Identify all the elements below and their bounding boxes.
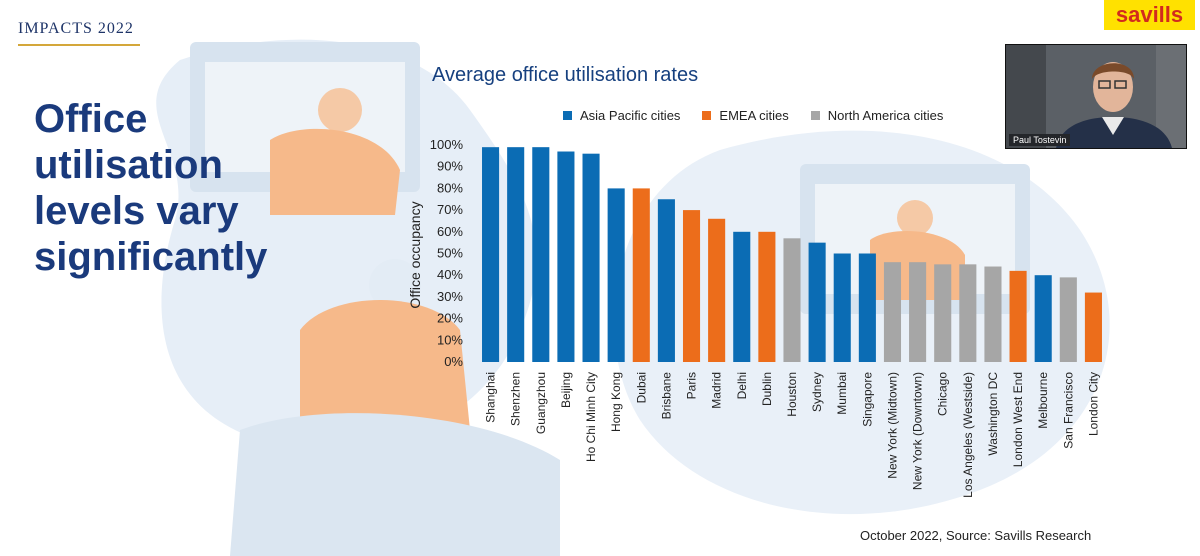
x-tick-label: Brisbane — [659, 372, 673, 420]
bar-london-west-end — [1009, 270, 1027, 362]
brand-title: IMPACTS 2022 — [18, 20, 134, 37]
y-tick-label: 80% — [437, 180, 463, 195]
x-tick-label: Hong Kong — [609, 372, 623, 432]
bar-washington-dc — [984, 266, 1002, 362]
x-tick-label: Sydney — [810, 372, 824, 412]
y-tick-label: 10% — [437, 332, 463, 347]
y-tick-label: 30% — [437, 289, 463, 304]
x-tick-label: New York (Midtown) — [885, 372, 899, 479]
legend-item-emea: EMEA cities — [702, 107, 789, 123]
y-tick-label: 70% — [437, 202, 463, 217]
participant-name-tag: Paul Tostevin — [1009, 134, 1071, 146]
bar-hong-kong — [607, 188, 625, 362]
x-tick-label: New York (Downtown) — [911, 372, 925, 490]
bar-guangzhou — [532, 147, 550, 362]
bar-shanghai — [482, 147, 500, 362]
x-tick-label: Washington DC — [986, 372, 1000, 456]
bar-melbourne — [1034, 275, 1052, 362]
bar-los-angeles-westside — [959, 264, 977, 362]
x-tick-label: Los Angeles (Westside) — [961, 372, 975, 498]
legend-swatch-emea — [702, 110, 712, 120]
x-tick-label: Dublin — [760, 372, 774, 406]
bar-london-city — [1084, 292, 1102, 362]
x-tick-label: Guangzhou — [534, 372, 548, 434]
slide-headline: Office utilisation levels vary significa… — [34, 97, 268, 279]
x-tick-label: London West End — [1011, 372, 1025, 467]
bar-dubai — [632, 188, 650, 362]
x-tick-label: Shenzhen — [509, 372, 523, 426]
bar-dublin — [758, 231, 776, 362]
x-tick-label: London City — [1086, 372, 1100, 436]
bar-singapore — [858, 253, 876, 362]
legend-label-na: North America cities — [827, 107, 944, 123]
legend-item-na: North America cities — [810, 107, 944, 123]
y-tick-label: 100% — [430, 137, 464, 152]
bar-chicago — [934, 264, 952, 362]
bar-paris — [682, 210, 701, 362]
y-tick-label: 50% — [437, 246, 463, 261]
bar-sydney — [808, 242, 826, 362]
x-tick-label: Ho Chi Minh City — [584, 372, 598, 462]
bar-new-york-downtown — [909, 262, 927, 362]
legend-swatch-asia — [563, 110, 572, 120]
bar-san-francisco — [1059, 277, 1077, 362]
bar-mumbai — [833, 253, 851, 362]
webcam-feed: Paul Tostevin — [1005, 44, 1187, 149]
x-tick-label: Shanghai — [484, 372, 498, 423]
x-tick-label: San Francisco — [1061, 372, 1075, 449]
chart-title: Average office utilisation rates — [432, 64, 699, 86]
y-tick-label: 90% — [437, 159, 463, 174]
chart-legend: Asia Pacific cities EMEA cities North Am… — [563, 106, 965, 124]
bar-delhi — [733, 231, 751, 362]
y-tick-label: 20% — [437, 311, 463, 326]
x-tick-label: Singapore — [860, 372, 874, 427]
savills-logo: savills — [1104, 0, 1195, 30]
header-divider — [18, 44, 140, 46]
bar-beijing — [557, 151, 575, 362]
legend-swatch-na — [810, 110, 820, 120]
x-tick-label: Melbourne — [1036, 372, 1050, 429]
presenter-video — [1006, 45, 1186, 148]
x-tick-label: Madrid — [710, 372, 724, 409]
legend-label-asia: Asia Pacific cities — [580, 107, 681, 123]
y-tick-label: 0% — [444, 354, 463, 369]
x-tick-label: Dubai — [634, 372, 648, 403]
x-tick-label: Houston — [785, 372, 799, 417]
source-note: October 2022, Source: Savills Research — [860, 528, 1092, 543]
y-axis-label: Office occupancy — [407, 201, 423, 308]
x-tick-label: Chicago — [936, 372, 950, 416]
bar-shenzhen — [507, 147, 525, 362]
legend-label-emea: EMEA cities — [719, 107, 789, 123]
bar-brisbane — [657, 199, 675, 362]
x-tick-label: Paris — [685, 372, 699, 399]
bar-new-york-midtown — [883, 262, 902, 362]
x-tick-label: Mumbai — [835, 372, 849, 415]
legend-item-asia: Asia Pacific cities — [563, 108, 680, 123]
bar-madrid — [708, 218, 726, 362]
x-tick-label: Beijing — [559, 372, 573, 408]
y-tick-label: 60% — [437, 224, 463, 239]
y-tick-label: 40% — [437, 267, 463, 282]
x-tick-label: Delhi — [735, 372, 749, 399]
bar-houston — [783, 238, 801, 362]
bar-ho-chi-minh-city — [582, 153, 600, 362]
